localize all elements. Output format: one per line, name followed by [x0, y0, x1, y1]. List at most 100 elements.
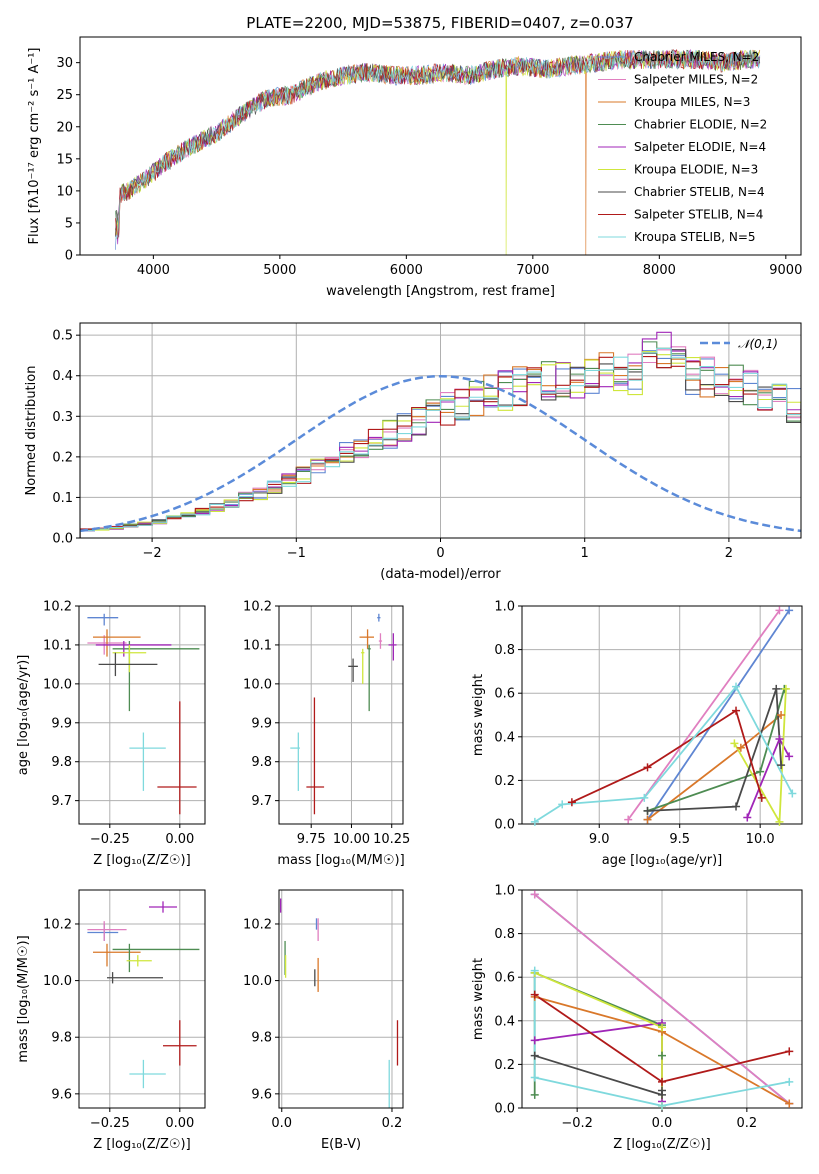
histogram-series [80, 347, 801, 538]
x-axis-label: wavelength [Angstrom, rest frame] [326, 284, 555, 299]
y-axis-label: Normed distribution [24, 366, 39, 496]
y-tick-label: 10.1 [43, 638, 72, 653]
legend-entry: Chabrier MILES, N=2 [634, 50, 759, 64]
weight-point-marker [658, 1077, 666, 1086]
panel-mass_vs_ebv: 0.0 0.2 9.6 9.8 10.0 10.2 E(B-V) [243, 889, 404, 1152]
y-tick-label: 0.4 [494, 1014, 515, 1029]
errorbar-point [388, 633, 397, 661]
weight-point-marker [757, 793, 766, 802]
y-tick-label: 9.8 [251, 1031, 272, 1046]
errorbar-point [87, 613, 119, 626]
y-tick-label: 9.8 [51, 755, 72, 770]
x-tick-label: 2 [725, 546, 733, 561]
y-tick-label: 0.4 [494, 730, 515, 745]
x-tick-label: 6000 [390, 263, 423, 278]
weight-point-marker [743, 813, 752, 822]
legend-entry: Kroupa MILES, N=3 [634, 95, 750, 109]
weight-point-marker [658, 1051, 666, 1060]
x-axis-label: (data-model)/error [380, 567, 501, 582]
y-axis-label: age [log₁₀(age/yr)] [16, 655, 31, 776]
errorbar-point [361, 648, 365, 684]
weight-point-marker [567, 798, 576, 807]
y-axis-label: mass weight [471, 958, 486, 1040]
y-tick-label: 10.2 [243, 917, 272, 932]
y-tick-label: 10.0 [43, 974, 72, 989]
weight-series-line [647, 688, 782, 812]
weight-point-marker [530, 1036, 539, 1045]
x-tick-label: 10.00 [333, 832, 370, 847]
weight-point-marker [775, 734, 784, 743]
x-tick-label: 1 [581, 546, 589, 561]
weight-series-line [534, 893, 790, 1105]
spectrum-series-line [115, 49, 761, 240]
legend-entry: Kroupa ELODIE, N=3 [634, 163, 758, 177]
y-tick-label: 9.9 [51, 716, 72, 731]
y-axis-label: mass weight [471, 674, 486, 756]
weight-point-marker [781, 684, 790, 693]
weight-point-marker [530, 1073, 539, 1082]
y-tick-label: 9.6 [51, 1087, 72, 1102]
x-axis-label: mass [log₁₀(M/M☉)] [277, 853, 404, 868]
weight-point-marker [558, 800, 567, 809]
x-tick-label: 0.00 [165, 1116, 194, 1131]
y-tick-label: 0.1 [52, 491, 73, 506]
legend-entry: 𝒩(0,1) [738, 337, 778, 351]
x-axis-label: age [log₁₀(age/yr)] [602, 853, 723, 868]
y-tick-label: 0.6 [494, 971, 515, 986]
gaussian-curve [80, 374, 801, 533]
errorbar-point [95, 641, 172, 657]
errorbar-point [112, 943, 200, 973]
y-tick-label: 10.0 [43, 677, 72, 692]
x-tick-label: 8000 [643, 263, 676, 278]
panel-age_vs_Z: −0.25 0.00 9.7 9.8 9.9 10.0 10.1 10.2 Z [log₁₀(Z… [16, 600, 206, 868]
weight-point-marker [640, 793, 649, 802]
legend-entry: Salpeter ELODIE, N=4 [634, 140, 766, 154]
errorbar-point [157, 701, 197, 815]
weight-series-line [533, 970, 790, 1107]
errorbar-point [359, 629, 375, 649]
weight-point-marker [658, 1101, 666, 1110]
y-tick-label: 9.7 [251, 794, 272, 809]
panel-spectrum: 4000 5000 6000 7000 8000 9000 0 5 10 15 20 25 30 wave… [27, 36, 802, 299]
y-tick-label: 0.2 [494, 774, 515, 789]
x-tick-label: 4000 [137, 263, 170, 278]
y-tick-label: 9.6 [251, 1087, 272, 1102]
x-axis-label: Z [log₁₀(Z/Z☉)] [93, 1137, 190, 1152]
x-tick-label: 9.5 [669, 832, 690, 847]
weight-point-marker [777, 711, 786, 719]
weight-point-marker [785, 606, 794, 615]
y-tick-label: 20 [56, 120, 73, 135]
x-tick-label: 0.0 [271, 1116, 292, 1131]
y-tick-label: 10.2 [43, 600, 72, 615]
y-tick-label: 0.0 [494, 1102, 515, 1117]
x-tick-label: 0 [436, 546, 444, 561]
residual-legend: 𝒩(0,1) [700, 337, 778, 351]
y-tick-label: 10.0 [243, 974, 272, 989]
y-tick-label: 0 [65, 249, 73, 264]
weight-point-marker [785, 1099, 794, 1108]
x-tick-label: −0.2 [561, 1116, 593, 1131]
plot-area [87, 901, 200, 1089]
panel-weight_vs_age: 9.0 9.5 10.0 0.0 0.2 0.4 0.6 0.8 1.0 age [log₁₀(a… [471, 600, 803, 868]
x-tick-label: 0.0 [652, 1116, 673, 1131]
errorbar-point [348, 658, 358, 682]
panel-weight_vs_Z: −0.2 0.0 0.2 0.0 0.2 0.4 0.6 0.8 1.0 Z [log₁₀(Z/Z… [471, 884, 803, 1152]
weight-point-marker [730, 739, 739, 748]
x-tick-label: 9.0 [589, 832, 610, 847]
y-tick-label: 0.4 [52, 369, 73, 384]
x-tick-label: 0.2 [382, 1116, 403, 1131]
y-tick-label: 9.9 [251, 716, 272, 731]
x-axis-label: Z [log₁₀(Z/Z☉)] [93, 853, 190, 868]
y-tick-label: 1.0 [494, 600, 515, 615]
x-axis-label: Z [log₁₀(Z/Z☉)] [613, 1137, 710, 1152]
errorbar-point [377, 613, 381, 622]
y-tick-label: 9.8 [251, 755, 272, 770]
plot-area [290, 613, 397, 815]
errorbar-point [129, 732, 166, 791]
y-tick-label: 1.0 [494, 884, 515, 899]
spectrum-legend: Chabrier MILES, N=2 Salpeter MILES, N=2 Kr… [598, 50, 767, 244]
legend-entry: Chabrier ELODIE, N=2 [634, 118, 767, 132]
x-tick-label: −1 [287, 546, 306, 561]
y-tick-label: 0.8 [494, 927, 515, 942]
